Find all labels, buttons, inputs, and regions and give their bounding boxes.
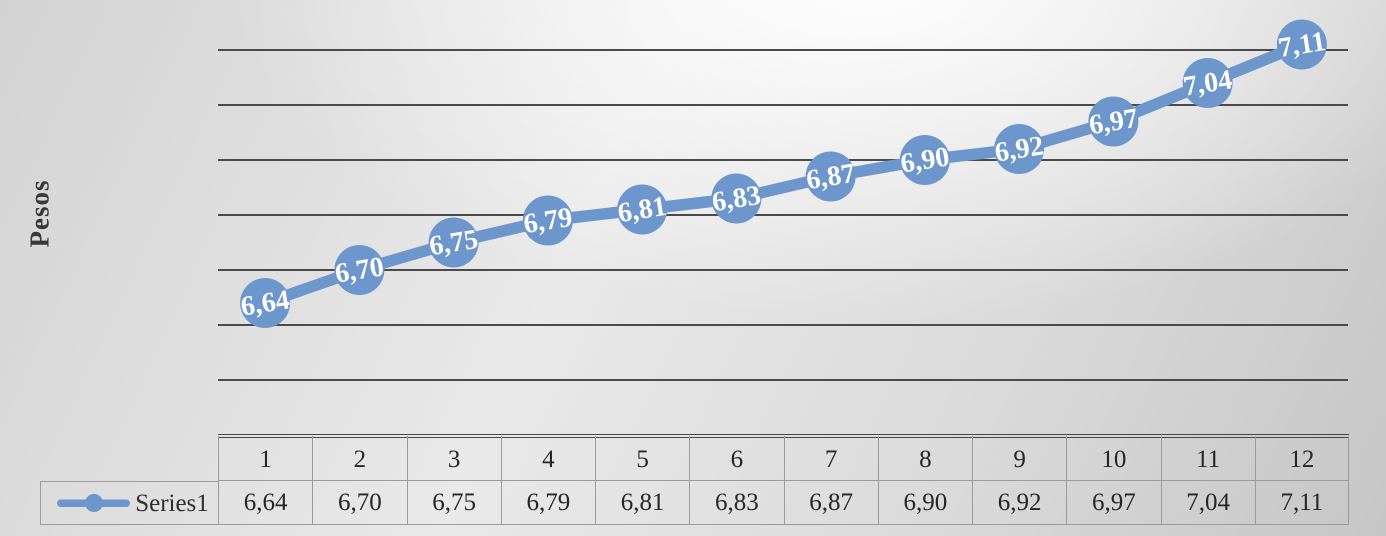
table-corner-spacer bbox=[40, 434, 218, 481]
table-value-cell: 6,90 bbox=[877, 481, 972, 525]
data-point-label: 6,64 bbox=[239, 284, 292, 322]
data-point-marker bbox=[1276, 19, 1327, 70]
data-point-marker bbox=[1088, 96, 1139, 147]
data-point-label: 6,90 bbox=[898, 141, 951, 179]
table-header-cell: 5 bbox=[595, 434, 690, 481]
table-header-cell: 12 bbox=[1254, 434, 1349, 481]
legend-label: Series1 bbox=[135, 489, 209, 517]
table-header-cell: 8 bbox=[877, 434, 972, 481]
data-point-marker bbox=[899, 135, 950, 185]
table-value-cell: 6,83 bbox=[689, 481, 784, 525]
data-point-marker bbox=[240, 278, 291, 328]
data-point-label: 6,97 bbox=[1087, 103, 1140, 141]
data-point-marker bbox=[1182, 58, 1233, 108]
table-header-cell: 1 bbox=[218, 434, 313, 481]
data-point-label: 6,81 bbox=[616, 191, 669, 229]
data-point-marker bbox=[805, 151, 856, 202]
data-table: 1 2 3 4 5 6 7 8 9 10 11 12 Series1 6,64 6,70 6,75 6,79… bbox=[40, 434, 1349, 525]
table-value-cell: 7,11 bbox=[1254, 481, 1349, 525]
data-series-line bbox=[259, 38, 1308, 309]
series-marker-icon bbox=[57, 494, 131, 512]
table-value-cell: 7,04 bbox=[1160, 481, 1255, 525]
table-value-cell: 6,75 bbox=[406, 481, 501, 525]
table-value-cell: 6,64 bbox=[218, 481, 313, 525]
table-header-cell: 4 bbox=[500, 434, 595, 481]
data-point-label: 6,92 bbox=[993, 130, 1046, 168]
table-value-cell: 6,87 bbox=[783, 481, 878, 525]
table-header-cell: 3 bbox=[406, 434, 501, 481]
data-point-marker bbox=[711, 173, 762, 224]
legend-key: Series1 bbox=[40, 481, 218, 525]
table-value-cell: 6,97 bbox=[1066, 481, 1161, 525]
table-header-cell: 9 bbox=[972, 434, 1067, 481]
data-point-label: 7,11 bbox=[1276, 26, 1328, 64]
table-header-cell: 6 bbox=[689, 434, 784, 481]
data-point-label: 6,75 bbox=[427, 224, 480, 262]
data-point-label: 6,79 bbox=[521, 202, 574, 240]
table-header-cell: 10 bbox=[1066, 434, 1161, 481]
table-header-cell: 7 bbox=[783, 434, 878, 481]
table-value-cell: 6,92 bbox=[972, 481, 1067, 525]
data-point-label: 6,87 bbox=[804, 158, 857, 196]
data-point-marker bbox=[428, 217, 479, 268]
data-point-marker bbox=[617, 184, 668, 235]
data-point-label: 7,04 bbox=[1181, 64, 1234, 102]
data-point-marker bbox=[994, 124, 1045, 174]
data-point-marker bbox=[522, 195, 573, 246]
data-point-label: 6,70 bbox=[333, 251, 386, 289]
table-value-cell: 6,70 bbox=[312, 481, 407, 525]
data-point-marker bbox=[334, 245, 385, 295]
data-point-label: 6,83 bbox=[710, 180, 763, 218]
table-value-cell: 6,79 bbox=[500, 481, 595, 525]
table-value-cell: 6,81 bbox=[595, 481, 690, 525]
table-header-cell: 2 bbox=[312, 434, 407, 481]
table-header-cell: 11 bbox=[1160, 434, 1255, 481]
